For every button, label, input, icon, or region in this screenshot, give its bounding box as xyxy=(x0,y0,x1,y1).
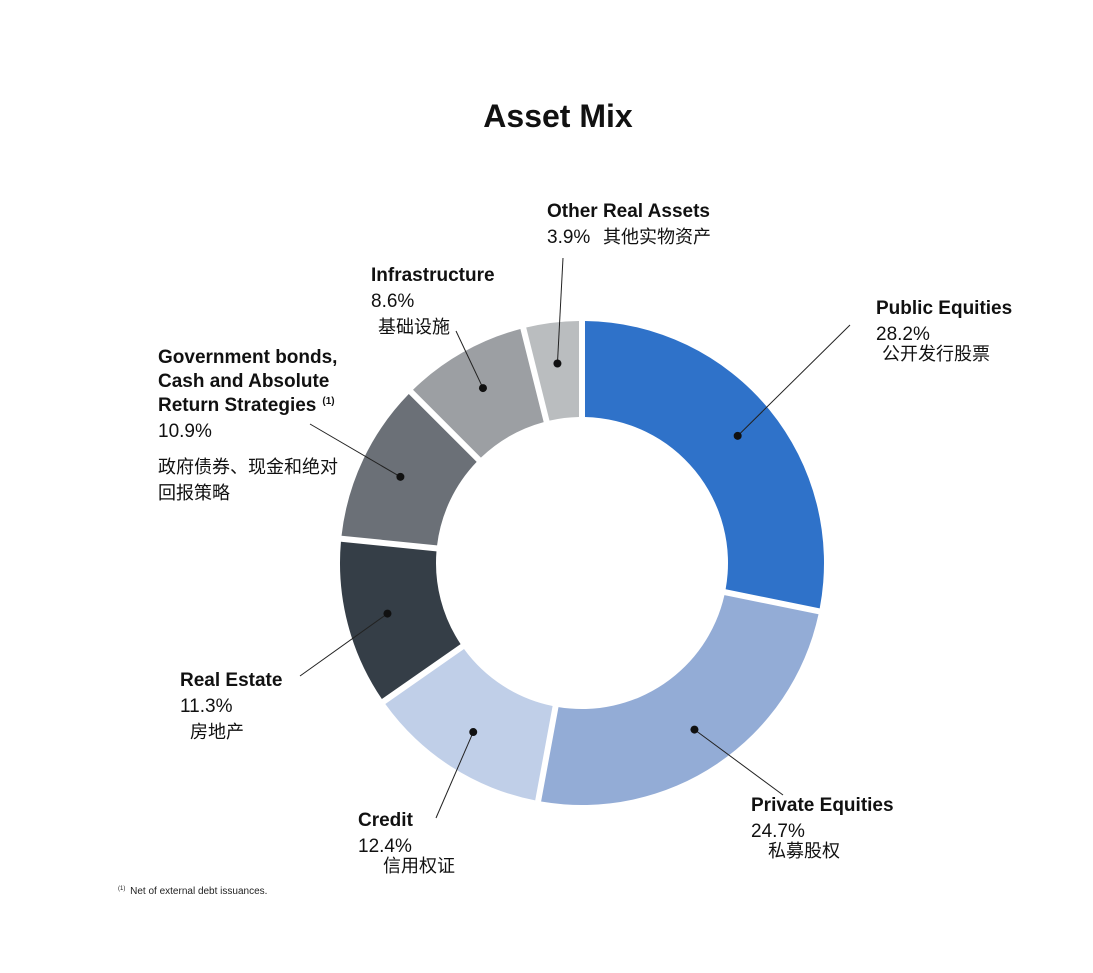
category-label: Return Strategies (1) xyxy=(158,395,335,416)
category-label: Other Real Assets xyxy=(547,201,710,222)
footnote-text: Net of external debt issuances. xyxy=(130,886,267,897)
leader-line-infrastructure xyxy=(455,330,484,389)
donut-slices xyxy=(340,321,824,805)
chinese-label: 私募股权 xyxy=(768,841,840,862)
footnote-marker: (1) xyxy=(322,396,334,407)
slice-private-equities xyxy=(541,595,819,805)
slice-other-real-assets xyxy=(526,321,580,421)
percent-label: 11.3% xyxy=(180,696,233,717)
slice-infrastructure xyxy=(413,328,544,458)
label-credit: Credit 12.4%信用权证 xyxy=(358,810,455,877)
chinese-label: 回报策略 xyxy=(158,483,230,504)
label-real-estate: Real Estate 11.3% 房地产 xyxy=(180,670,282,743)
label-private-equities: Private Equities 24.7%私募股权 xyxy=(751,795,894,862)
leader-line-other-real-assets xyxy=(556,257,564,364)
chinese-label: 公开发行股票 xyxy=(882,344,990,365)
slice-public-equities xyxy=(584,321,824,609)
category-label: Government bonds, xyxy=(158,347,337,368)
leader-line-private-equities xyxy=(694,729,784,796)
leader-dot-other-real-assets xyxy=(553,359,562,368)
chinese-label: 其他实物资产 xyxy=(603,227,711,248)
footnote-mark: (1) xyxy=(118,886,125,892)
slice-credit xyxy=(385,649,553,801)
chinese-label: 房地产 xyxy=(190,722,244,743)
footnote: (1) Net of external debt issuances. xyxy=(118,882,267,897)
percent-label: 8.6% xyxy=(371,291,414,312)
leader-dot-credit xyxy=(469,728,478,737)
leader-line-public-equities xyxy=(737,324,851,437)
category-label: Private Equities xyxy=(751,795,894,816)
percent-label: 24.7% xyxy=(751,821,805,842)
chinese-label: 基础设施 xyxy=(378,317,450,338)
label-other-real-assets: Other Real Assets 3.9% 其他实物资产 xyxy=(547,201,711,248)
leader-dot-private-equities xyxy=(690,725,699,734)
chart-title: Asset Mix xyxy=(483,98,633,134)
category-label: Infrastructure xyxy=(371,265,495,286)
label-public-equities: Public Equities 28.2%公开发行股票 xyxy=(876,298,1012,365)
percent-label: 10.9% xyxy=(158,421,212,442)
category-label: Credit xyxy=(358,810,414,831)
chinese-label: 政府债券、现金和绝对 xyxy=(158,457,338,478)
slice-labels: Public Equities 28.2%公开发行股票 Private Equiti… xyxy=(158,201,1012,877)
category-label: Public Equities xyxy=(876,298,1012,319)
leader-dot-public-equities xyxy=(733,431,742,440)
chinese-label: 信用权证 xyxy=(383,856,455,877)
slice-real-estate xyxy=(340,541,461,700)
category-label: Real Estate xyxy=(180,670,282,691)
label-infrastructure: Infrastructure 8.6% 基础设施 xyxy=(371,265,495,338)
percent-label: 28.2% xyxy=(876,324,930,345)
slice-government-bonds-cash-and-absolute-return-strategies xyxy=(341,394,477,546)
category-label: Cash and Absolute xyxy=(158,371,329,392)
percent-label: 3.9% xyxy=(547,227,590,248)
leader-dot-government-bonds-cash-and-absolute-return-strategies xyxy=(396,472,405,481)
percent-label: 12.4% xyxy=(358,836,412,857)
leader-line-credit xyxy=(435,731,474,819)
leader-line-real-estate xyxy=(299,613,388,677)
leader-line-government-bonds-cash-and-absolute-return-strategies xyxy=(309,423,401,478)
leader-dot-infrastructure xyxy=(478,384,487,393)
leader-dot-real-estate xyxy=(383,609,392,618)
label-government-bonds-cash-and-absolute-return-strategies: Government bonds, Cash and Absolute Return… xyxy=(158,347,338,504)
leader-lines xyxy=(299,257,851,819)
